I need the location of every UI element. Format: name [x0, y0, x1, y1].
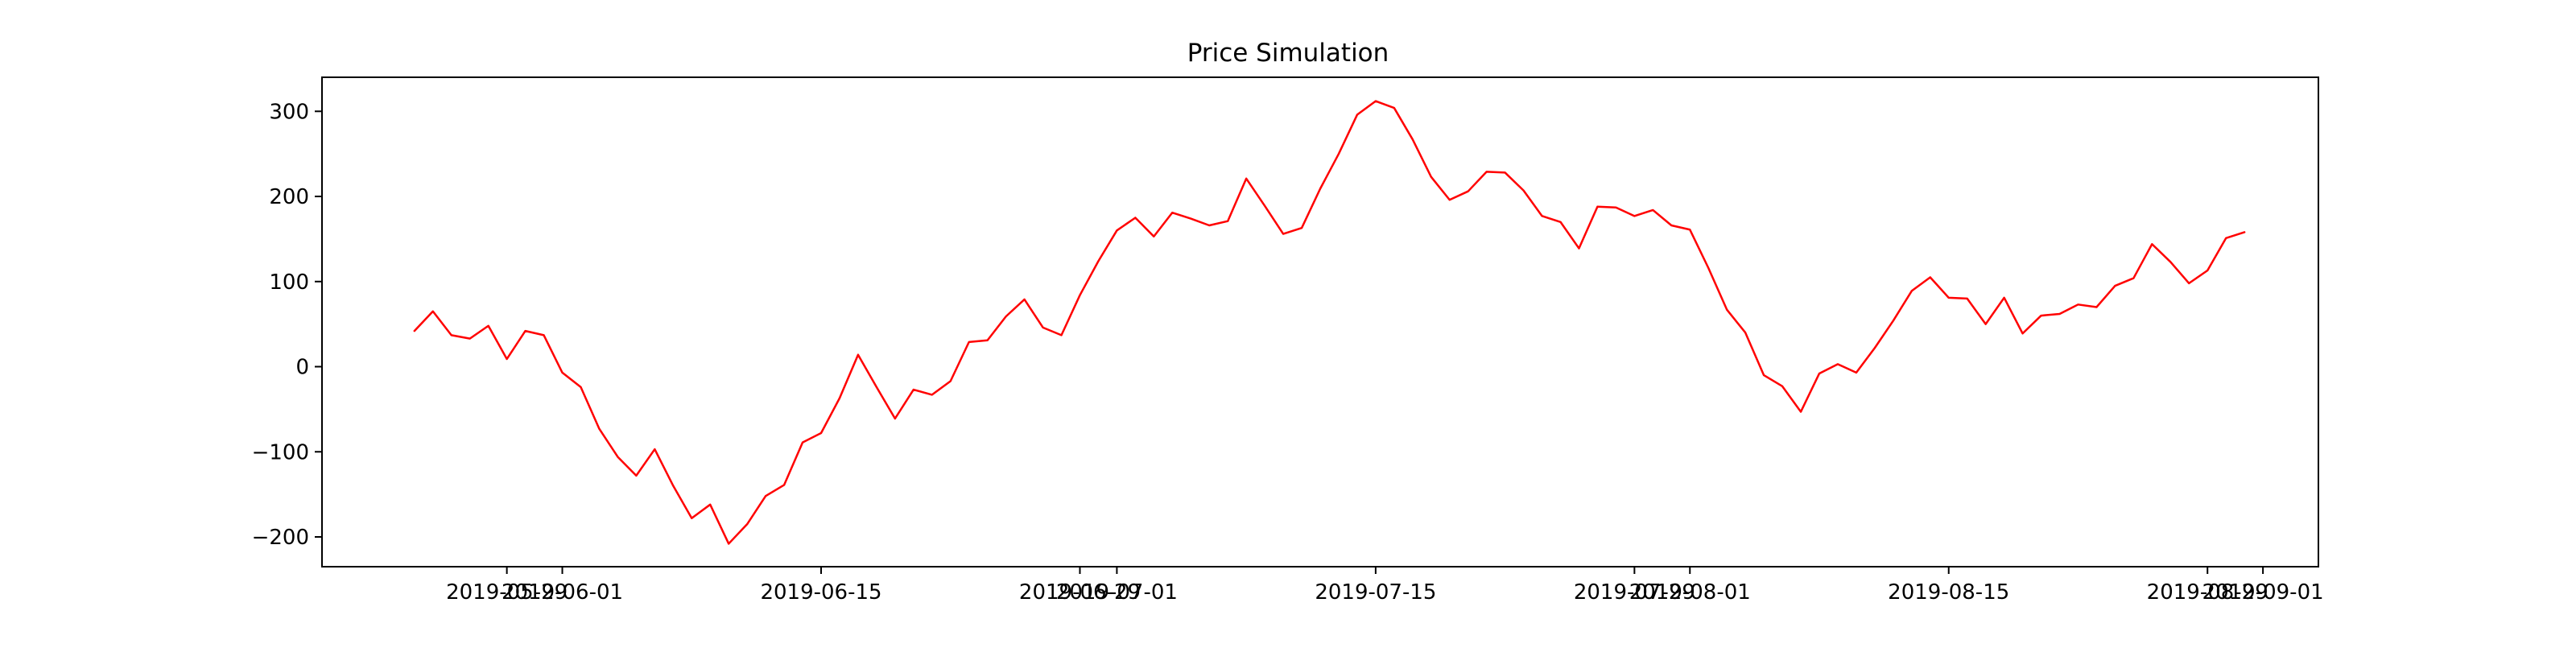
x-tick-label: 2019-07-15	[1315, 580, 1436, 605]
x-tick-label: 2019-08-01	[1629, 580, 1751, 605]
x-tick-label: 2019-06-15	[760, 580, 881, 605]
x-tick-label: 2019-09-01	[2202, 580, 2324, 605]
y-tick-label: −100	[252, 440, 309, 464]
x-tick-label: 2019-07-01	[1056, 580, 1178, 605]
chart-title: Price Simulation	[1187, 39, 1389, 68]
x-tick-label: 2019-08-15	[1888, 580, 2009, 605]
y-tick-label: 300	[269, 100, 309, 124]
x-tick-label: 2019-05-29	[446, 580, 568, 605]
series-line	[413, 100, 2246, 545]
x-tick-label: 2019-08-29	[2147, 580, 2268, 605]
y-axis: 300 200 100 0 −100 −200	[252, 100, 322, 550]
plot-frame	[321, 76, 2319, 568]
y-tick-label: 200	[269, 185, 309, 209]
y-tick-label: 0	[295, 356, 309, 380]
x-tick-label: 2019-06-01	[502, 580, 623, 605]
y-tick-label: 100	[269, 270, 309, 295]
y-tick-label: −200	[252, 526, 309, 550]
x-tick-label: 2019-07-29	[1574, 580, 1695, 605]
x-tick-label: 2019-06-29	[1019, 580, 1141, 605]
